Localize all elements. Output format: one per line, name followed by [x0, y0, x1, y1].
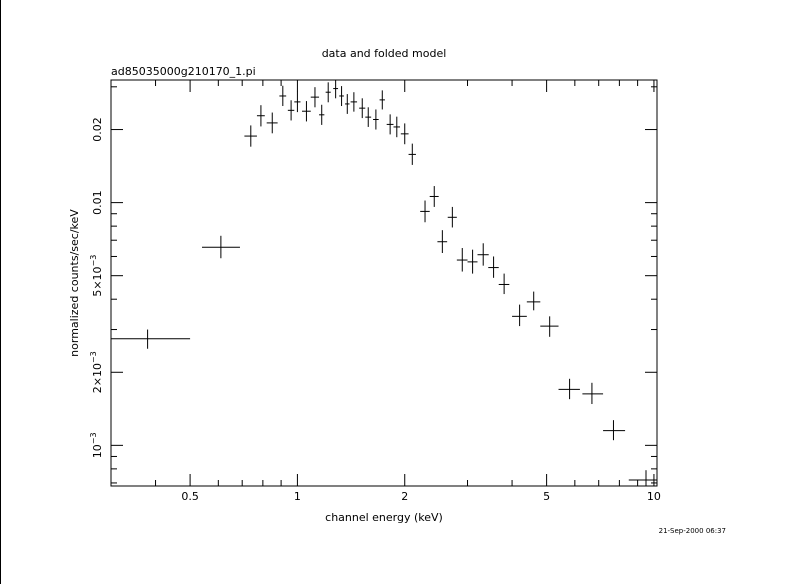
data-point: [540, 316, 559, 337]
data-point: [287, 100, 295, 121]
data-point: [437, 230, 448, 254]
data-point: [365, 107, 372, 127]
data-point: [202, 235, 240, 259]
y-tick-exponent: −3: [89, 351, 98, 363]
x-axis-ticks: 0.5 1 2 5 10: [155, 80, 661, 503]
data-point: [359, 98, 366, 119]
timestamp: 21-Sep-2000 06:37: [659, 527, 726, 535]
x-tick-label: 1: [294, 490, 301, 503]
data-point: [477, 243, 489, 266]
data-point: [526, 291, 541, 311]
data-point: [558, 378, 580, 400]
data-point: [400, 123, 409, 145]
data-point: [244, 125, 257, 147]
data-point: [603, 420, 626, 441]
data-point: [310, 87, 320, 108]
data-point: [467, 249, 478, 274]
data-point: [628, 470, 657, 486]
y-tick-text: 10: [91, 444, 104, 458]
data-point: [256, 105, 265, 127]
data-point: [408, 143, 416, 165]
data-point: [447, 206, 457, 228]
y-tick-label: 0.01: [91, 190, 104, 215]
chart-title: data and folded model: [322, 47, 447, 60]
y-axis-ticks: 10−32×10−35×10−30.010.02: [89, 86, 657, 484]
x-tick-label: 2: [401, 490, 408, 503]
data-point: [333, 80, 339, 99]
y-tick-text: 0.02: [91, 117, 104, 142]
y-tick-label: 5×10−3: [89, 255, 104, 297]
data-point: [393, 116, 401, 138]
data-point: [456, 248, 468, 272]
x-tick-label: 10: [647, 490, 661, 503]
y-tick-label: 10−3: [89, 432, 104, 458]
chart-subtitle: ad85035000g210170_1.pi: [111, 65, 256, 78]
data-point: [345, 94, 350, 114]
y-axis-label: normalized counts/sec/keV: [68, 209, 81, 357]
data-point: [582, 382, 604, 405]
data-point: [512, 304, 527, 327]
data-point: [379, 90, 385, 110]
y-tick-text: 5×10: [91, 266, 104, 296]
y-tick-label: 2×10−3: [89, 351, 104, 393]
data-point: [319, 104, 325, 125]
data-point: [294, 91, 301, 113]
data-point: [350, 92, 358, 112]
plot-frame: [110, 79, 658, 487]
data-point: [488, 256, 499, 278]
x-axis-label: channel energy (keV): [325, 511, 443, 524]
y-tick-text: 2×10: [91, 363, 104, 393]
data-point: [111, 329, 191, 349]
data-point: [301, 101, 311, 122]
x-tick-label: 0.5: [181, 490, 199, 503]
data-point: [266, 112, 278, 134]
window-edge: [0, 0, 1, 584]
data-point: [498, 273, 510, 295]
data-point: [279, 85, 287, 107]
data-point: [373, 109, 379, 130]
x-tick-label: 5: [543, 490, 550, 503]
data-points: [111, 80, 657, 486]
y-tick-exponent: −3: [89, 255, 98, 267]
data-point: [325, 82, 331, 103]
y-tick-text: 0.01: [91, 190, 104, 215]
data-point: [386, 114, 394, 135]
y-tick-exponent: −3: [89, 432, 98, 444]
data-point: [339, 86, 344, 107]
y-tick-label: 0.02: [91, 117, 104, 142]
data-point: [420, 200, 430, 223]
data-point: [429, 186, 439, 207]
